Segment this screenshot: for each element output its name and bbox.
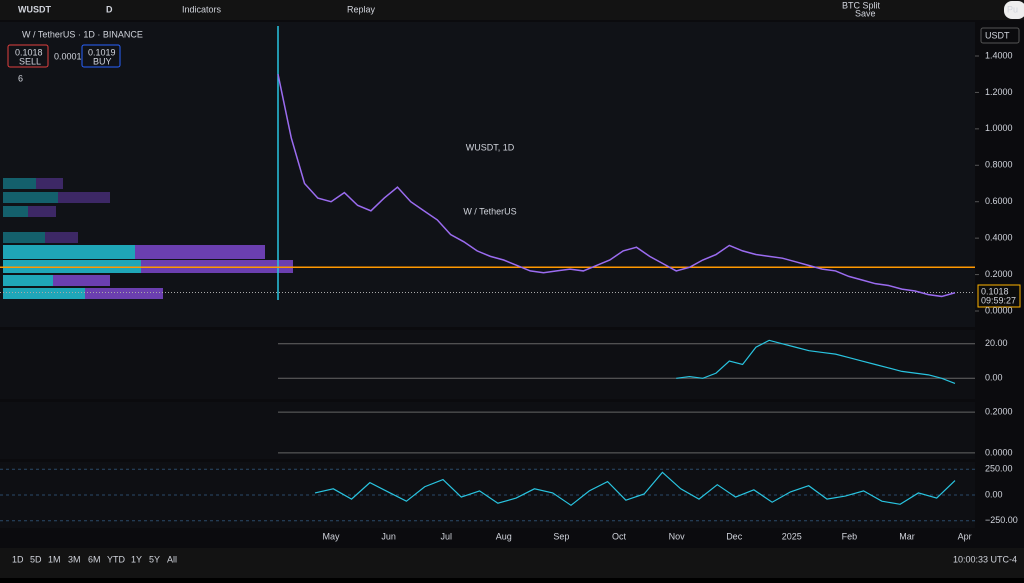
y-tick-label: 250.00: [985, 464, 1013, 474]
y-tick-label: 0.00: [985, 489, 1003, 499]
x-tick-label: Dec: [726, 531, 743, 541]
y-tick-label: 1.4000: [985, 50, 1013, 60]
buy-button[interactable]: [81, 44, 121, 68]
volume-profile: [3, 178, 293, 299]
y-tick-label: 1.0000: [985, 123, 1013, 133]
spread: 0.0001: [54, 51, 82, 61]
range-button[interactable]: 3M: [68, 554, 81, 564]
y-tick-label: 0.00: [985, 373, 1003, 383]
y-tick-label: 0.6000: [985, 196, 1013, 206]
watermark-name: W / TetherUS: [463, 206, 516, 216]
y-tick-label: 0.0000: [985, 447, 1013, 457]
x-tick-label: 2025: [782, 531, 802, 541]
oscillator-line: [314, 471, 956, 507]
y-tick-label: −250.00: [985, 515, 1018, 525]
replay[interactable]: Replay: [347, 4, 376, 14]
countdown: 09:59:27: [981, 295, 1016, 305]
indicator-count[interactable]: 6: [18, 73, 23, 83]
x-tick-label: Mar: [899, 531, 915, 541]
watermark: WUSDT, 1D: [466, 142, 515, 152]
x-tick-label: May: [322, 531, 340, 541]
pane-3: [0, 402, 975, 459]
x-tick-label: Nov: [669, 531, 686, 541]
sell-button[interactable]: [7, 44, 49, 68]
publish[interactable]: Pu: [1007, 4, 1018, 14]
indicators[interactable]: Indicators: [182, 4, 222, 14]
range-button[interactable]: 1D: [12, 554, 24, 564]
y-tick-label: 0.2000: [985, 407, 1013, 417]
interval[interactable]: D: [106, 4, 113, 14]
price-line: [277, 74, 956, 298]
publish-button[interactable]: [1004, 1, 1024, 19]
sell-price: 0.1018: [15, 47, 43, 57]
x-tick-label: Jul: [440, 531, 452, 541]
sell: SELL: [19, 56, 41, 66]
x-tick-label: Feb: [842, 531, 858, 541]
buy: BUY: [93, 56, 112, 66]
range-button[interactable]: 5D: [30, 554, 42, 564]
layout-name[interactable]: BTC Split: [842, 0, 881, 10]
x-tick-label: Aug: [496, 531, 512, 541]
x-tick-label: Apr: [958, 531, 972, 541]
range-button[interactable]: 1Y: [131, 554, 142, 564]
currency-button[interactable]: [980, 27, 1020, 44]
currency[interactable]: USDT: [985, 30, 1010, 40]
price-tag: 0.1018: [981, 286, 1009, 296]
clock: 10:00:33 UTC-4: [953, 554, 1017, 564]
range-button[interactable]: 6M: [88, 554, 101, 564]
x-tick-label: Oct: [612, 531, 627, 541]
x-tick-label: Sep: [553, 531, 569, 541]
legend-title: W / TetherUS · 1D · BINANCE: [22, 29, 143, 39]
y-tick-label: 0.2000: [985, 269, 1013, 279]
y-tick-label: 1.2000: [985, 87, 1013, 97]
range-button[interactable]: All: [167, 554, 177, 564]
y-tick-label: 0.0000: [985, 305, 1013, 315]
y-tick-label: 0.4000: [985, 233, 1013, 243]
layout-status[interactable]: Save: [855, 8, 876, 18]
toolbar: [0, 0, 1024, 20]
pane-2: [0, 330, 975, 399]
range-button[interactable]: YTD: [107, 554, 126, 564]
symbol[interactable]: WUSDT: [18, 4, 51, 14]
price-tag: [977, 284, 1021, 308]
range-button[interactable]: 5Y: [149, 554, 160, 564]
oscillator-line: [676, 339, 956, 385]
main-pane: [0, 22, 975, 327]
bottom-bar: [0, 548, 1024, 578]
buy-price: 0.1019: [88, 47, 116, 57]
range-button[interactable]: 1M: [48, 554, 61, 564]
y-tick-label: 20.00: [985, 338, 1008, 348]
y-tick-label: 0.8000: [985, 160, 1013, 170]
x-tick-label: Jun: [381, 531, 396, 541]
